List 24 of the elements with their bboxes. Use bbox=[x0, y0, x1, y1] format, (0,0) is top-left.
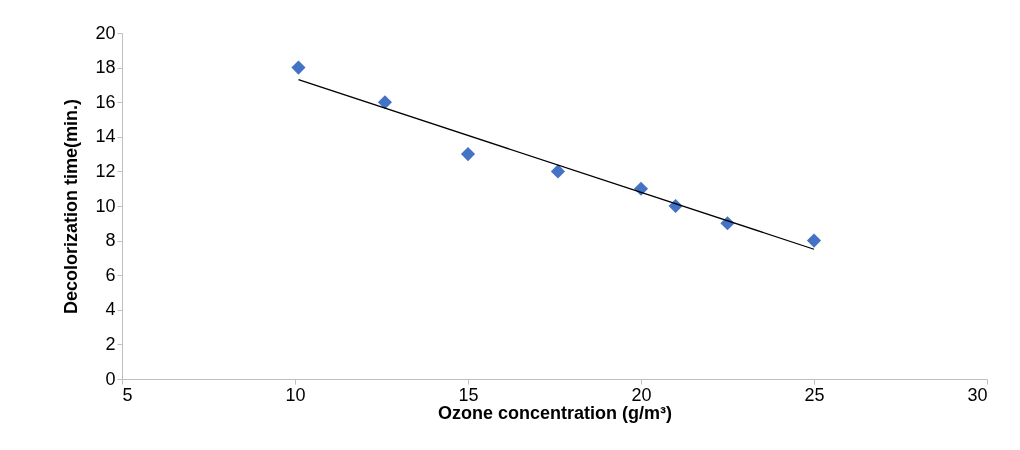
y-tick-label: 0 bbox=[105, 368, 116, 389]
y-tick-label: 20 bbox=[95, 22, 116, 43]
y-tick-label: 10 bbox=[95, 195, 116, 216]
x-tick-label: 5 bbox=[122, 384, 133, 405]
point bbox=[291, 60, 306, 75]
x-axis-title: Ozone concentration (g/m³) bbox=[438, 402, 673, 423]
point bbox=[460, 147, 476, 162]
y-tick-label: 18 bbox=[95, 57, 116, 78]
y-tick-label: 12 bbox=[95, 160, 116, 181]
x-tick-label: 15 bbox=[458, 384, 479, 405]
point bbox=[550, 164, 566, 179]
x-tick-label: 25 bbox=[804, 384, 825, 405]
y-axis-title: Decolorization time(min.) bbox=[61, 98, 82, 315]
y-tick-label: 8 bbox=[105, 230, 116, 251]
point bbox=[806, 233, 822, 248]
x-tick-label: 30 bbox=[967, 384, 988, 405]
y-tick-label: 2 bbox=[105, 333, 116, 354]
y-tick-label: 14 bbox=[95, 126, 116, 147]
point bbox=[377, 95, 393, 110]
y-tick-label: 4 bbox=[105, 299, 116, 320]
y-tick-label: 6 bbox=[105, 264, 116, 285]
x-tick-label: 10 bbox=[285, 384, 306, 405]
x-tick-label: 20 bbox=[631, 384, 652, 405]
y-tick-label: 16 bbox=[95, 91, 116, 112]
